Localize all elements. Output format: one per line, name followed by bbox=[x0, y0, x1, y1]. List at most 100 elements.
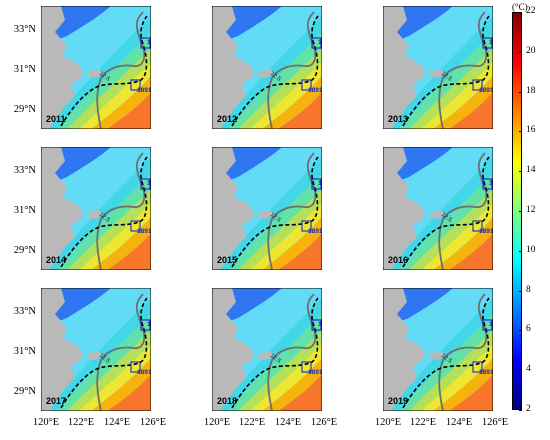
station-label: 1592 bbox=[318, 321, 322, 328]
station-label: 1592 bbox=[489, 39, 493, 46]
island bbox=[258, 351, 274, 360]
longitude-label-120e: 120°E bbox=[32, 417, 60, 428]
station-label: 1891 bbox=[308, 87, 322, 94]
island bbox=[429, 210, 445, 219]
station-label: 1592 bbox=[147, 180, 151, 187]
colorbar-tick-mark bbox=[519, 131, 522, 133]
isotherm-dashed bbox=[231, 15, 319, 127]
sst-map: 1592189112.5 bbox=[383, 288, 493, 411]
colorbar-tick-mark bbox=[519, 12, 522, 13]
sst-map: 1592189112.5 bbox=[383, 147, 493, 270]
temperature-band bbox=[228, 314, 322, 411]
isotherm-dashed bbox=[402, 15, 490, 127]
panel-frame bbox=[41, 147, 151, 270]
station-label: 1891 bbox=[308, 369, 322, 376]
map-panel-2014: 1592189112.5 2014 bbox=[41, 147, 151, 270]
station-box bbox=[472, 220, 483, 232]
temperature-band bbox=[409, 189, 493, 270]
isotherm-solid bbox=[96, 152, 146, 270]
latitude-label-33n: 33°N bbox=[13, 165, 36, 176]
colorbar-tick-label: 2 bbox=[526, 404, 531, 414]
year-label: 2016 bbox=[388, 255, 409, 265]
island bbox=[429, 69, 445, 78]
temperature-band bbox=[238, 189, 322, 270]
island bbox=[258, 69, 274, 78]
year-label: 2014 bbox=[46, 255, 67, 265]
temperature-band bbox=[228, 173, 322, 270]
temperature-band bbox=[262, 358, 322, 411]
temperature-band bbox=[228, 32, 322, 129]
longitude-label-124e: 124°E bbox=[445, 417, 473, 428]
year-label: 2013 bbox=[388, 114, 409, 124]
colorbar-tick-mark bbox=[519, 330, 522, 332]
isotherm-dashed bbox=[402, 297, 490, 409]
island bbox=[258, 210, 274, 219]
station-box bbox=[140, 37, 151, 49]
colorbar-tick-label: 16 bbox=[526, 125, 536, 136]
station-label: 1891 bbox=[137, 87, 151, 94]
station-box bbox=[311, 319, 322, 331]
sst-map: 1592189112.5 bbox=[41, 288, 151, 411]
colorbar-tick-mark bbox=[519, 410, 522, 411]
colorbar-tick-mark bbox=[519, 250, 522, 252]
temperature-band bbox=[91, 76, 151, 129]
temperature-band bbox=[67, 330, 151, 411]
sst-map: 1592189112.5 bbox=[212, 288, 322, 411]
panel-frame bbox=[41, 6, 151, 129]
temperature-band bbox=[278, 374, 322, 411]
map-panel-2016: 1592189112.5 2016 bbox=[383, 147, 493, 270]
station-box bbox=[130, 361, 141, 373]
temperature-band bbox=[262, 217, 322, 270]
temperature-band bbox=[57, 173, 151, 270]
latitude-label-29n: 29°N bbox=[13, 104, 36, 115]
temperature-band bbox=[250, 62, 322, 129]
isotherm-solid bbox=[267, 11, 317, 129]
island bbox=[87, 351, 103, 360]
map-panel-2011: 1592189112.5 2011 bbox=[41, 6, 151, 129]
temperature-band bbox=[238, 330, 322, 411]
latitude-label-29n: 29°N bbox=[13, 245, 36, 256]
temperature-band bbox=[79, 344, 151, 411]
panel-frame bbox=[212, 288, 322, 411]
colorbar-tick-label: 14 bbox=[526, 165, 536, 176]
station-box bbox=[482, 178, 493, 190]
station-box bbox=[311, 37, 322, 49]
land-mass bbox=[41, 288, 83, 411]
temperature-band bbox=[433, 358, 493, 411]
station-label: 1891 bbox=[479, 87, 493, 94]
colorbar-tick-label: 18 bbox=[526, 85, 536, 96]
isotherm-solid bbox=[267, 152, 317, 270]
panel-frame bbox=[383, 6, 493, 129]
isotherm-solid bbox=[438, 11, 488, 129]
land-mass bbox=[383, 6, 425, 129]
isotherm-dashed bbox=[60, 297, 148, 409]
temperature-band bbox=[79, 203, 151, 270]
station-label: 1592 bbox=[489, 180, 493, 187]
isotherm-solid bbox=[438, 152, 488, 270]
colorbar-tick-label: 8 bbox=[526, 284, 531, 295]
panel-frame bbox=[383, 147, 493, 270]
panel-frame bbox=[212, 147, 322, 270]
temperature-band bbox=[250, 344, 322, 411]
isotherm-dashed bbox=[402, 156, 490, 268]
temperature-band bbox=[399, 314, 493, 411]
temperature-band bbox=[449, 233, 493, 270]
station-box bbox=[472, 361, 483, 373]
temperature-band bbox=[107, 374, 151, 411]
temperature-band bbox=[91, 358, 151, 411]
longitude-label-122e: 122°E bbox=[409, 417, 437, 428]
island bbox=[429, 351, 445, 360]
temperature-band bbox=[107, 92, 151, 129]
longitude-label-120e: 120°E bbox=[374, 417, 402, 428]
station-box bbox=[482, 37, 493, 49]
latitude-label-33n: 33°N bbox=[13, 24, 36, 35]
longitude-label-122e: 122°E bbox=[67, 417, 95, 428]
land-mass bbox=[212, 288, 254, 411]
sst-map: 1592189112.5 bbox=[383, 6, 493, 129]
station-box bbox=[130, 220, 141, 232]
sst-map: 1592189112.5 bbox=[41, 6, 151, 129]
year-label: 2019 bbox=[388, 396, 409, 406]
temperature-band bbox=[250, 203, 322, 270]
latitude-label-31n: 31°N bbox=[13, 64, 36, 75]
colorbar-tick-mark bbox=[519, 211, 522, 212]
